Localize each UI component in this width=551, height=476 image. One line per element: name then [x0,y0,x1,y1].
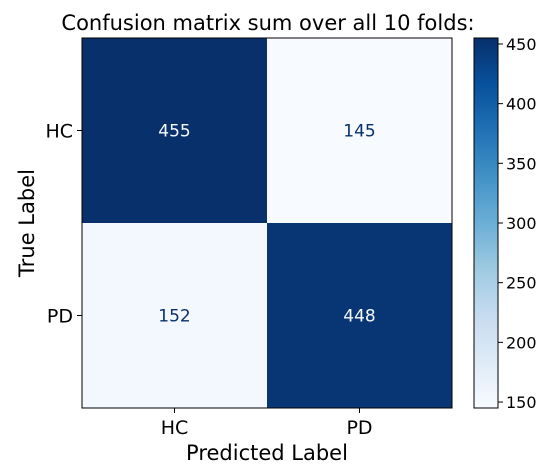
x-tick-label: HC [161,417,189,439]
x-tick-label: PD [346,417,372,439]
cell-value-label: 448 [343,307,375,327]
cell-value-label: 455 [158,122,190,142]
y-tick-label: HC [45,121,73,143]
y-tick-label: PD [47,306,73,328]
cell-hc-hc [82,38,267,223]
cell-pd-hc [82,223,267,408]
colorbar-tick-label: 250 [506,274,537,293]
cell-hc-pd [267,38,452,223]
x-axis-label: Predicted Label [186,441,348,465]
colorbar-ticks: 150 200 250 300 350 400 450 [498,35,537,412]
colorbar-tick-label: 200 [506,333,537,352]
colorbar-tick-label: 150 [506,393,537,412]
colorbar-tick-label: 350 [506,154,537,173]
colorbar [473,37,499,409]
y-axis-ticks: HC PD [45,121,82,328]
colorbar-tick-label: 300 [506,214,537,233]
matrix-cells: 455 145 152 448 [82,38,452,408]
colorbar-tick-label: 400 [506,95,537,114]
colorbar-tick-label: 450 [506,35,537,54]
x-axis-ticks: HC PD [161,408,373,439]
cell-value-label: 145 [343,122,375,142]
cell-pd-pd [267,223,452,408]
plot-frame [81,37,453,409]
y-axis-label: True Label [15,169,39,278]
cell-value-label: 152 [158,307,190,327]
chart-title: Confusion matrix sum over all 10 folds: [61,11,474,35]
